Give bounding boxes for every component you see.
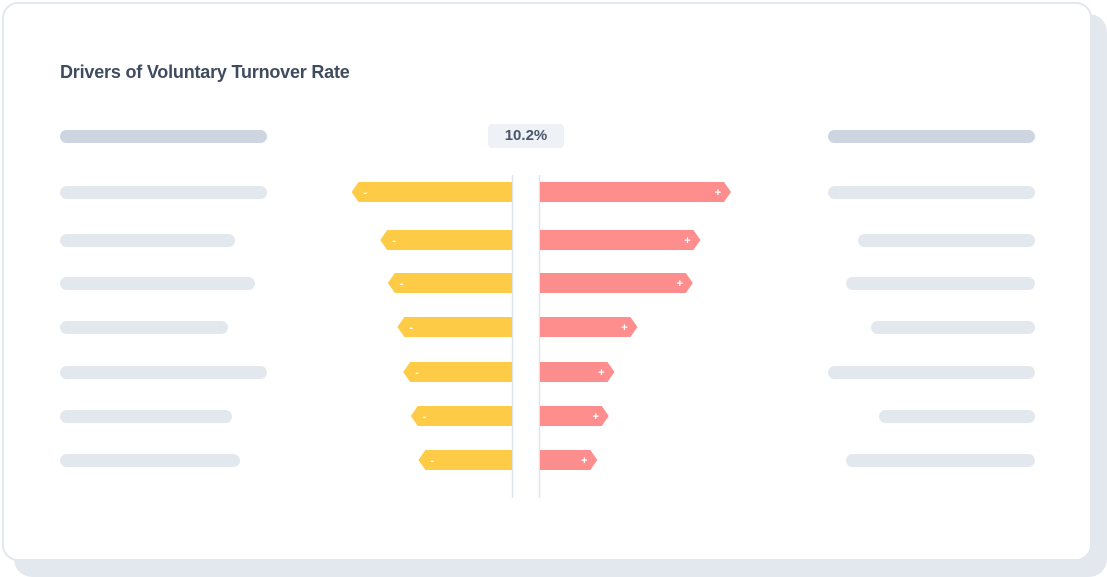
plus-sign-label: + xyxy=(598,367,604,379)
positive-bar xyxy=(540,317,638,337)
left-label-placeholder xyxy=(60,321,228,334)
positive-bar xyxy=(540,182,731,202)
left-header-placeholder xyxy=(60,130,267,143)
minus-sign-label: - xyxy=(423,411,427,423)
negative-bar xyxy=(397,317,512,337)
left-label-placeholder xyxy=(60,410,232,423)
negative-bar xyxy=(418,450,512,470)
positive-bar xyxy=(540,406,609,426)
minus-sign-label: - xyxy=(415,367,419,379)
plus-sign-label: + xyxy=(715,187,721,199)
minus-sign-label: - xyxy=(409,322,413,334)
positive-bar xyxy=(540,273,693,293)
right-label-placeholder xyxy=(879,410,1035,423)
right-header-placeholder xyxy=(828,130,1035,143)
right-label-placeholder xyxy=(828,366,1035,379)
minus-sign-label: - xyxy=(430,455,434,467)
baseline-value-badge: 10.2% xyxy=(488,124,564,148)
negative-bar xyxy=(403,362,512,382)
positive-bar xyxy=(540,230,701,250)
minus-sign-label: - xyxy=(392,235,396,247)
negative-bar xyxy=(387,273,512,293)
left-label-placeholder xyxy=(60,234,235,247)
right-label-placeholder xyxy=(871,321,1035,334)
plus-sign-label: + xyxy=(581,455,587,467)
left-label-placeholder xyxy=(60,366,267,379)
right-label-placeholder xyxy=(858,234,1035,247)
minus-sign-label: - xyxy=(364,187,368,199)
plus-sign-label: + xyxy=(684,235,690,247)
plus-sign-label: + xyxy=(677,278,683,290)
plus-sign-label: + xyxy=(621,322,627,334)
negative-bar xyxy=(380,230,512,250)
negative-bar xyxy=(351,182,512,202)
right-label-placeholder xyxy=(846,277,1035,290)
right-label-placeholder xyxy=(828,186,1035,199)
right-label-placeholder xyxy=(846,454,1035,467)
left-label-placeholder xyxy=(60,186,267,199)
left-label-placeholder xyxy=(60,277,255,290)
plus-sign-label: + xyxy=(593,411,599,423)
positive-bar xyxy=(540,362,615,382)
chart-title: Drivers of Voluntary Turnover Rate xyxy=(60,62,350,82)
positive-bar xyxy=(540,450,598,470)
minus-sign-label: - xyxy=(400,278,404,290)
left-label-placeholder xyxy=(60,454,240,467)
negative-bar xyxy=(410,406,512,426)
